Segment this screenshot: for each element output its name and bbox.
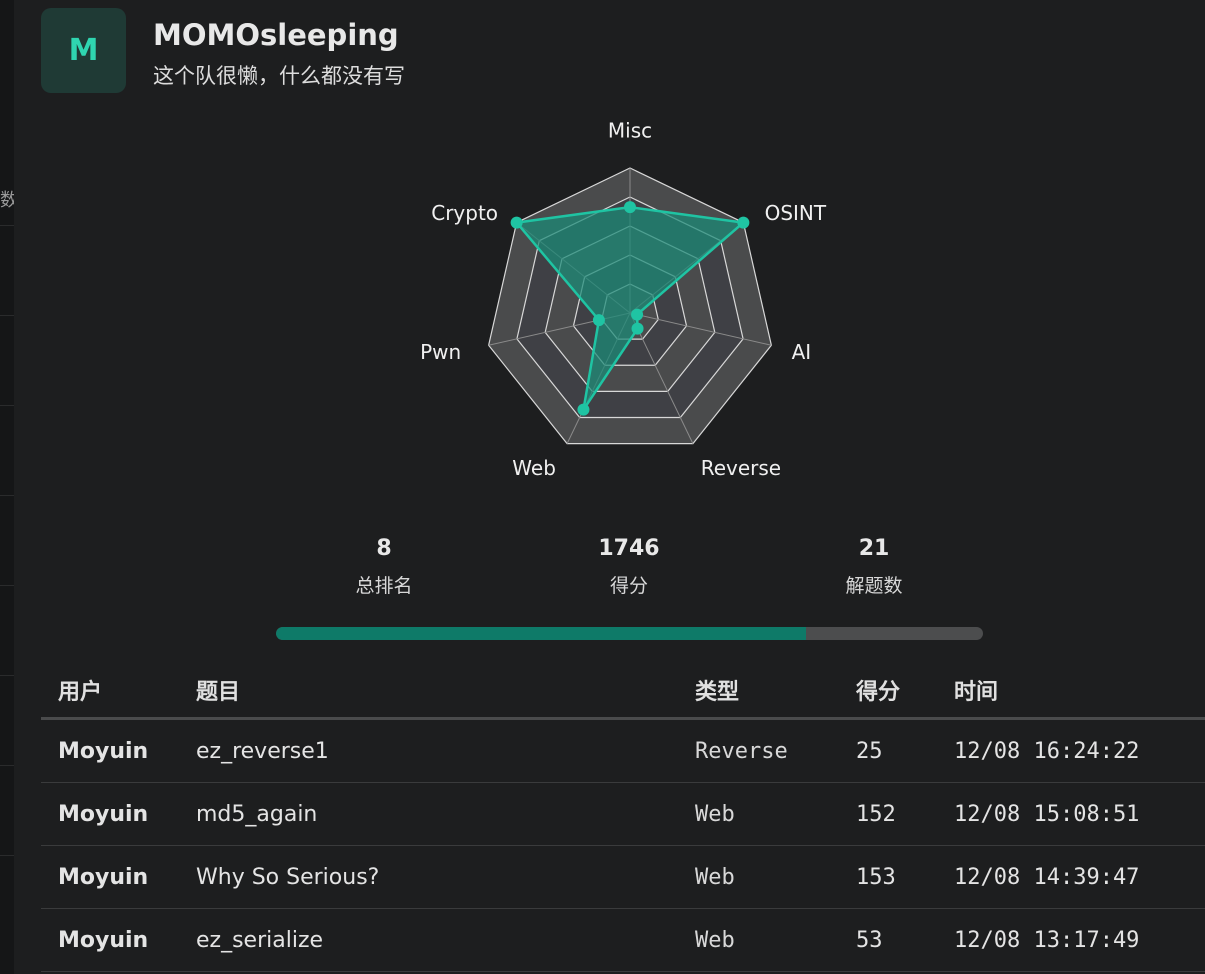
radar-label-crypto: Crypto — [431, 201, 498, 225]
column-header-type[interactable]: 类型 — [695, 680, 740, 705]
avatar-letter: M — [68, 33, 99, 68]
left-sidebar-strip: 数 — [0, 0, 18, 974]
cell-type: Reverse — [695, 739, 788, 764]
progress-bar — [276, 627, 983, 640]
left-sidebar-fragment: 数 — [0, 190, 18, 211]
radar-point-crypto[interactable] — [510, 216, 523, 229]
cell-time: 12/08 15:08:51 — [954, 802, 1140, 827]
radar-axis-ai — [629, 312, 772, 346]
radar-label-reverse: Reverse — [701, 456, 781, 480]
divider — [0, 405, 14, 406]
radar-label-osint: OSINT — [765, 201, 827, 225]
team-name: MOMOsleeping — [153, 18, 399, 52]
radar-label-web: Web — [512, 456, 556, 480]
table-row[interactable]: Moyuin Why So Serious? Web 153 12/08 14:… — [41, 846, 1205, 909]
divider — [0, 495, 14, 496]
stat-rank-value: 8 — [376, 536, 392, 561]
team-detail-panel: M MOMOsleeping 这个队很懒，什么都没有写 Misc OSINT AI R… — [14, 0, 1205, 974]
radar-point-web[interactable] — [577, 403, 590, 416]
category-radar-chart: Misc OSINT AI Reverse Web Pwn Crypto — [420, 119, 827, 481]
cell-user: Moyuin — [58, 802, 149, 827]
cell-score: 153 — [856, 865, 896, 890]
radar-point-osint[interactable] — [737, 216, 750, 229]
stat-score-value: 1746 — [598, 536, 660, 561]
column-header-score[interactable]: 得分 — [856, 680, 901, 705]
cell-title[interactable]: ez_serialize — [196, 928, 324, 953]
stat-solved-label: 解题数 — [845, 575, 903, 597]
radar-point-misc[interactable] — [624, 201, 636, 214]
cell-time: 12/08 13:17:49 — [954, 928, 1140, 953]
stat-score-label: 得分 — [609, 575, 648, 597]
cell-user: Moyuin — [58, 739, 149, 764]
cell-type: Web — [695, 865, 735, 890]
cell-type: Web — [695, 928, 735, 953]
divider — [0, 315, 14, 316]
radar-series-area — [514, 205, 747, 411]
radar-label-misc: Misc — [608, 119, 652, 143]
stat-solved: 21 解题数 — [794, 536, 954, 598]
divider — [0, 225, 14, 226]
table-row[interactable]: Moyuin md5_again Web 152 12/08 15:08:51 — [41, 783, 1205, 846]
stat-solved-value: 21 — [858, 536, 890, 561]
radar-label-ai: AI — [792, 340, 812, 364]
radar-axis-reverse — [629, 312, 694, 444]
progress-bar-fill — [276, 627, 807, 640]
stat-score: 1746 得分 — [549, 536, 709, 598]
divider — [0, 675, 14, 676]
stat-rank-label: 总排名 — [355, 575, 413, 597]
column-header-time[interactable]: 时间 — [954, 680, 999, 705]
stat-rank: 8 总排名 — [304, 536, 464, 598]
radar-point-pwn[interactable] — [592, 314, 605, 327]
cell-title[interactable]: md5_again — [196, 802, 318, 827]
team-avatar: M — [41, 8, 126, 93]
cell-time: 12/08 14:39:47 — [954, 865, 1140, 890]
cell-user: Moyuin — [58, 928, 149, 953]
cell-score: 25 — [856, 739, 883, 764]
radar-label-pwn: Pwn — [420, 340, 461, 364]
divider — [0, 585, 14, 586]
cell-title[interactable]: Why So Serious? — [196, 865, 380, 890]
cell-time: 12/08 16:24:22 — [954, 739, 1140, 764]
column-header-title[interactable]: 题目 — [196, 680, 241, 705]
cell-type: Web — [695, 802, 735, 827]
table-row[interactable]: Moyuin ez_serialize Web 53 12/08 13:17:4… — [41, 909, 1205, 972]
table-header: 用户 题目 类型 得分 时间 — [41, 656, 1205, 720]
divider — [0, 765, 14, 766]
cell-score: 152 — [856, 802, 896, 827]
cell-user: Moyuin — [58, 865, 149, 890]
team-description: 这个队很懒，什么都没有写 — [153, 64, 405, 88]
divider — [0, 855, 14, 856]
cell-title[interactable]: ez_reverse1 — [196, 739, 329, 764]
column-header-user[interactable]: 用户 — [58, 680, 103, 705]
radar-point-reverse[interactable] — [631, 322, 644, 335]
radar-point-ai[interactable] — [631, 308, 644, 321]
solves-table: 用户 题目 类型 得分 时间 Moyuin ez_reverse1 Revers… — [41, 656, 1205, 972]
table-row[interactable]: Moyuin ez_reverse1 Reverse 25 12/08 16:2… — [41, 720, 1205, 783]
cell-score: 53 — [856, 928, 883, 953]
